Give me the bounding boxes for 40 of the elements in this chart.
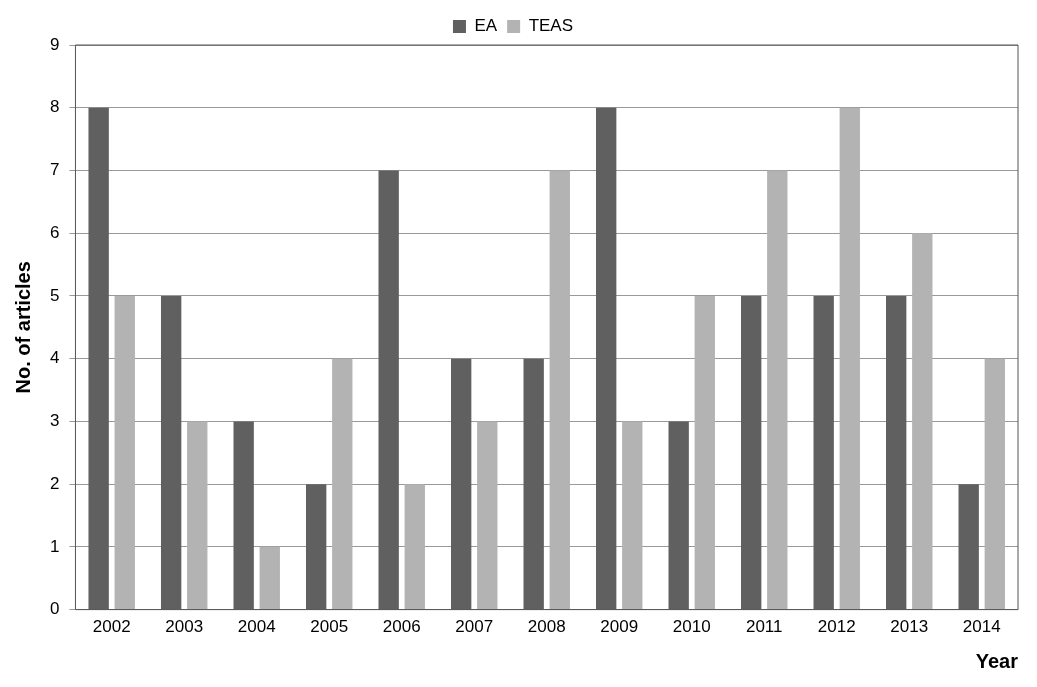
x-tick-label: 2012 xyxy=(817,617,856,637)
bar xyxy=(549,170,570,610)
bar xyxy=(404,484,425,610)
y-tick-label: 1 xyxy=(49,536,60,556)
y-axis-title: No. of articles xyxy=(11,261,34,394)
legend-label: TEAS xyxy=(528,16,574,36)
x-axis-title: Year xyxy=(975,649,1019,672)
bar xyxy=(694,295,715,610)
bar xyxy=(984,358,1005,610)
bar xyxy=(622,421,643,610)
x-tick-label: 2006 xyxy=(382,617,421,637)
x-tick-label: 2002 xyxy=(92,617,131,637)
y-tick-label: 0 xyxy=(49,599,60,619)
y-tick-label: 8 xyxy=(49,97,60,117)
bar xyxy=(767,170,788,610)
bar xyxy=(187,421,208,610)
y-tick-label: 4 xyxy=(49,348,60,368)
bar xyxy=(839,107,860,610)
bar xyxy=(259,546,280,610)
bar xyxy=(114,295,135,610)
bar xyxy=(332,358,353,610)
y-tick-label: 6 xyxy=(49,222,60,242)
x-tick-label: 2004 xyxy=(237,617,276,637)
x-tick-label: 2005 xyxy=(310,617,349,637)
y-tick-label: 9 xyxy=(49,34,60,54)
x-tick-label: 2013 xyxy=(890,617,929,637)
x-tick-label: 2011 xyxy=(745,617,783,637)
x-tick-label: 2007 xyxy=(455,617,494,637)
x-tick-label: 2014 xyxy=(962,617,1001,637)
y-tick-label: 2 xyxy=(49,473,60,493)
legend-label: EA xyxy=(474,16,498,36)
x-tick-label: 2003 xyxy=(165,617,204,637)
bar xyxy=(477,421,498,610)
y-tick-label: 7 xyxy=(49,160,60,180)
x-tick-label: 2009 xyxy=(600,617,639,637)
y-tick-label: 3 xyxy=(49,411,60,431)
bar xyxy=(912,233,933,610)
y-tick-label: 5 xyxy=(49,285,60,305)
x-tick-label: 2008 xyxy=(527,617,566,637)
x-tick-label: 2010 xyxy=(672,617,711,637)
